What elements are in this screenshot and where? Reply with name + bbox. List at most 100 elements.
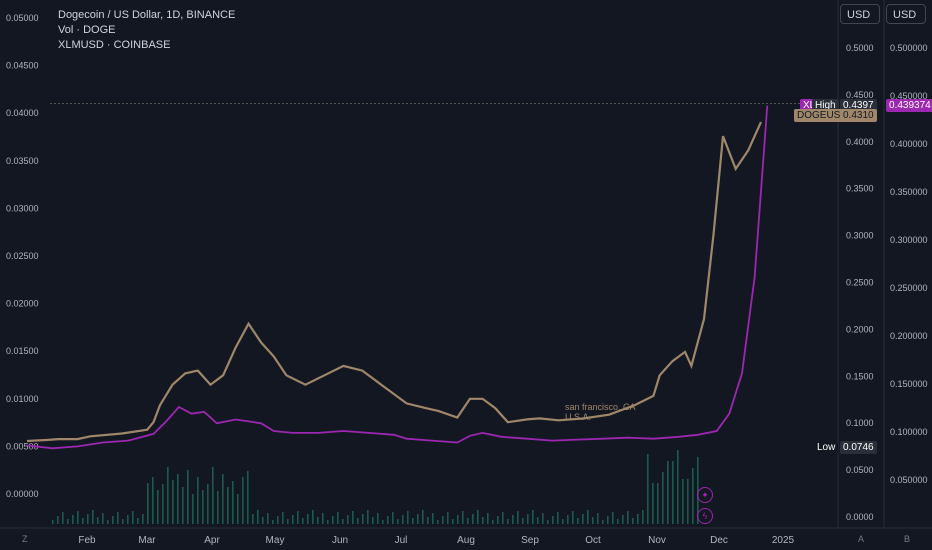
volume-bar (507, 519, 509, 524)
volume-bar (542, 513, 544, 524)
volume-bar (272, 520, 274, 524)
volume-bar (197, 477, 199, 524)
volume-bar (682, 479, 684, 524)
volume-bar (402, 515, 404, 524)
volume-bar (262, 517, 264, 524)
volume-bar (537, 517, 539, 524)
volume-bar (322, 513, 324, 524)
x-axis-tick: Feb (78, 535, 96, 546)
left-axis-tick: 0.00500 (6, 441, 39, 451)
volume-bar (67, 519, 69, 524)
left-axis-tick: 0.01500 (6, 346, 39, 356)
volume-bar (562, 519, 564, 524)
right-axis-2-tick: 0.200000 (890, 331, 928, 341)
volume-bar (372, 517, 374, 524)
xlm-last-tag: 0.439374 (886, 99, 932, 112)
volume-bar (367, 510, 369, 524)
volume-bar (377, 513, 379, 524)
volume-bar (162, 484, 164, 524)
volume-bar (157, 490, 159, 524)
volume-bar (612, 512, 614, 524)
volume-label[interactable]: Vol · DOGE (58, 24, 116, 36)
volume-bar (582, 514, 584, 524)
volume-bar (57, 516, 59, 524)
right-axis-1-tick: 0.3500 (846, 184, 874, 194)
volume-bar (552, 516, 554, 524)
volume-bar (112, 516, 114, 524)
volume-bar (632, 518, 634, 524)
volume-bar (127, 515, 129, 524)
volume-bar (347, 515, 349, 524)
volume-bar (667, 461, 669, 524)
x-axis-tick: Sep (521, 535, 539, 546)
volume-bar (167, 467, 169, 524)
volume-bar (182, 487, 184, 524)
volume-bar (442, 516, 444, 524)
x-axis-tick: 2025 (772, 535, 795, 546)
volume-bar (637, 514, 639, 524)
log-scale-icon[interactable]: B (904, 534, 911, 544)
compare-label[interactable]: XLMUSD · COINBASE (58, 39, 171, 51)
volume-bar (487, 513, 489, 524)
right-axis-1-tick: 0.3000 (846, 231, 874, 241)
volume-bar (267, 513, 269, 524)
volume-bar (237, 494, 239, 524)
volume-bar (257, 510, 259, 524)
volume-bar (392, 512, 394, 524)
currency-button-1[interactable]: USD (840, 4, 880, 24)
volume-bar (607, 516, 609, 524)
left-axis-tick: 0.02000 (6, 299, 39, 309)
volume-bar (142, 514, 144, 524)
right-axis-2-tick: 0.500000 (890, 43, 928, 53)
volume-bar (137, 518, 139, 524)
volume-bar (662, 472, 664, 524)
volume-bar (117, 512, 119, 524)
volume-bar (397, 519, 399, 524)
rocket-icon[interactable]: ✦ (697, 487, 713, 503)
right-axis-2-tick: 0.300000 (890, 235, 928, 245)
right-axis-1-tick: 0.4000 (846, 137, 874, 147)
volume-bar (532, 510, 534, 524)
right-axis-1-tick: 0.2500 (846, 278, 874, 288)
volume-bar (462, 511, 464, 524)
right-axis-2-tick: 0.250000 (890, 283, 928, 293)
timezone-icon[interactable]: Z (22, 534, 28, 544)
left-axis-tick: 0.03500 (6, 156, 39, 166)
volume-bar (327, 520, 329, 524)
volume-bar (107, 520, 109, 524)
x-axis-tick: Jul (395, 535, 408, 546)
volume-bar (457, 515, 459, 524)
currency-button-2[interactable]: USD (886, 4, 926, 24)
x-axis-tick: May (266, 535, 285, 546)
volume-bar (692, 468, 694, 524)
right-axis-2-tick: 0.100000 (890, 427, 928, 437)
lightning-icon[interactable]: ϟ (697, 508, 713, 524)
x-axis-tick: Nov (648, 535, 666, 546)
volume-bar (252, 514, 254, 524)
volume-bar (297, 511, 299, 524)
volume-bar (207, 484, 209, 524)
symbol-title[interactable]: Dogecoin / US Dollar, 1D, BINANCE (58, 9, 236, 21)
volume-bar (417, 514, 419, 524)
event-annotation: san francisco, CA U.S.A. (565, 402, 636, 422)
volume-bar (657, 483, 659, 524)
volume-bar (62, 512, 64, 524)
volume-bar (452, 519, 454, 524)
volume-bar (517, 511, 519, 524)
auto-scale-icon[interactable]: A (858, 534, 865, 544)
volume-bar (587, 510, 589, 524)
volume-bar (437, 520, 439, 524)
right-axis-1-tick: 0.2000 (846, 324, 874, 334)
x-axis-tick: Apr (204, 535, 220, 546)
right-axis-2-tick: 0.400000 (890, 139, 928, 149)
right-axis-2-tick: 0.050000 (890, 475, 928, 485)
volume-bar (312, 510, 314, 524)
volume-bar (72, 515, 74, 524)
volume-bar (482, 517, 484, 524)
volume-bar (407, 511, 409, 524)
volume-bar (52, 520, 54, 524)
volume-bar (642, 510, 644, 524)
volume-bar (357, 518, 359, 524)
right-axis-2-tick: 0.150000 (890, 379, 928, 389)
